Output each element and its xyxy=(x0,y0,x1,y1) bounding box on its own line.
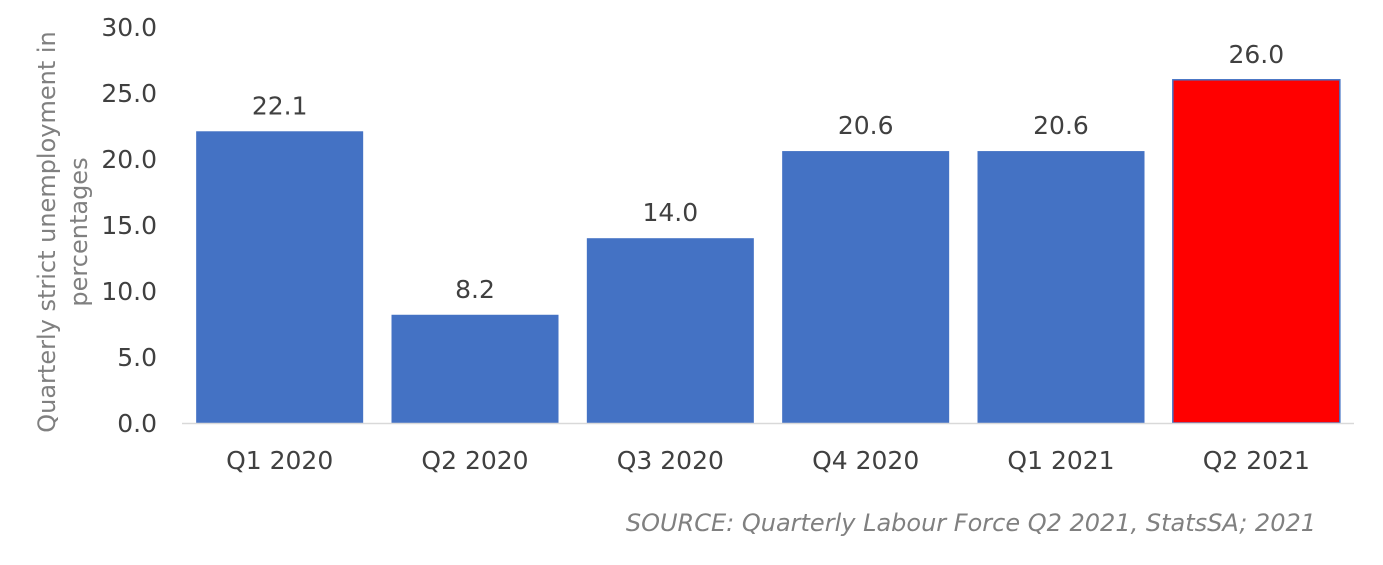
data-label: 26.0 xyxy=(1228,40,1284,69)
y-tick-label: 15.0 xyxy=(101,211,157,240)
data-label: 8.2 xyxy=(455,275,495,304)
bar-q4-2020 xyxy=(782,151,950,423)
bar-q2-2020 xyxy=(391,314,559,423)
bar-q1-2021 xyxy=(977,151,1145,423)
bar-q3-2020 xyxy=(586,238,754,423)
y-tick-label: 5.0 xyxy=(117,343,157,372)
bars xyxy=(196,79,1341,424)
data-label: 20.6 xyxy=(1033,111,1089,140)
x-tick-label: Q2 2021 xyxy=(1203,446,1310,475)
y-axis-title-line-2: percentages xyxy=(65,157,93,306)
y-tick-label: 0.0 xyxy=(117,409,157,438)
data-label: 14.0 xyxy=(642,198,698,227)
x-tick-label: Q4 2020 xyxy=(812,446,919,475)
source-note: SOURCE: Quarterly Labour Force Q2 2021, … xyxy=(626,509,1316,537)
x-tick-label: Q2 2020 xyxy=(421,446,528,475)
y-tick-label: 25.0 xyxy=(101,79,157,108)
data-labels: 22.1 8.2 14.0 20.6 20.6 26.0 xyxy=(252,40,1284,304)
bar-q2-2021 xyxy=(1172,79,1341,424)
y-tick-label: 30.0 xyxy=(101,13,157,42)
y-axis-title-line-1: Quarterly strict unemployment in xyxy=(33,31,61,433)
data-label: 22.1 xyxy=(252,91,308,120)
y-tick-labels: 0.0 5.0 10.0 15.0 20.0 25.0 30.0 xyxy=(101,13,157,438)
y-axis-title: Quarterly strict unemployment in percent… xyxy=(33,31,93,433)
x-tick-label: Q1 2020 xyxy=(226,446,333,475)
y-tick-label: 20.0 xyxy=(101,145,157,174)
bar-q1-2020 xyxy=(196,131,364,423)
x-tick-label: Q1 2021 xyxy=(1007,446,1114,475)
x-tick-labels: Q1 2020 Q2 2020 Q3 2020 Q4 2020 Q1 2021 Q2 20… xyxy=(226,446,1310,475)
x-tick-label: Q3 2020 xyxy=(617,446,724,475)
y-tick-label: 10.0 xyxy=(101,277,157,306)
data-label: 20.6 xyxy=(838,111,894,140)
